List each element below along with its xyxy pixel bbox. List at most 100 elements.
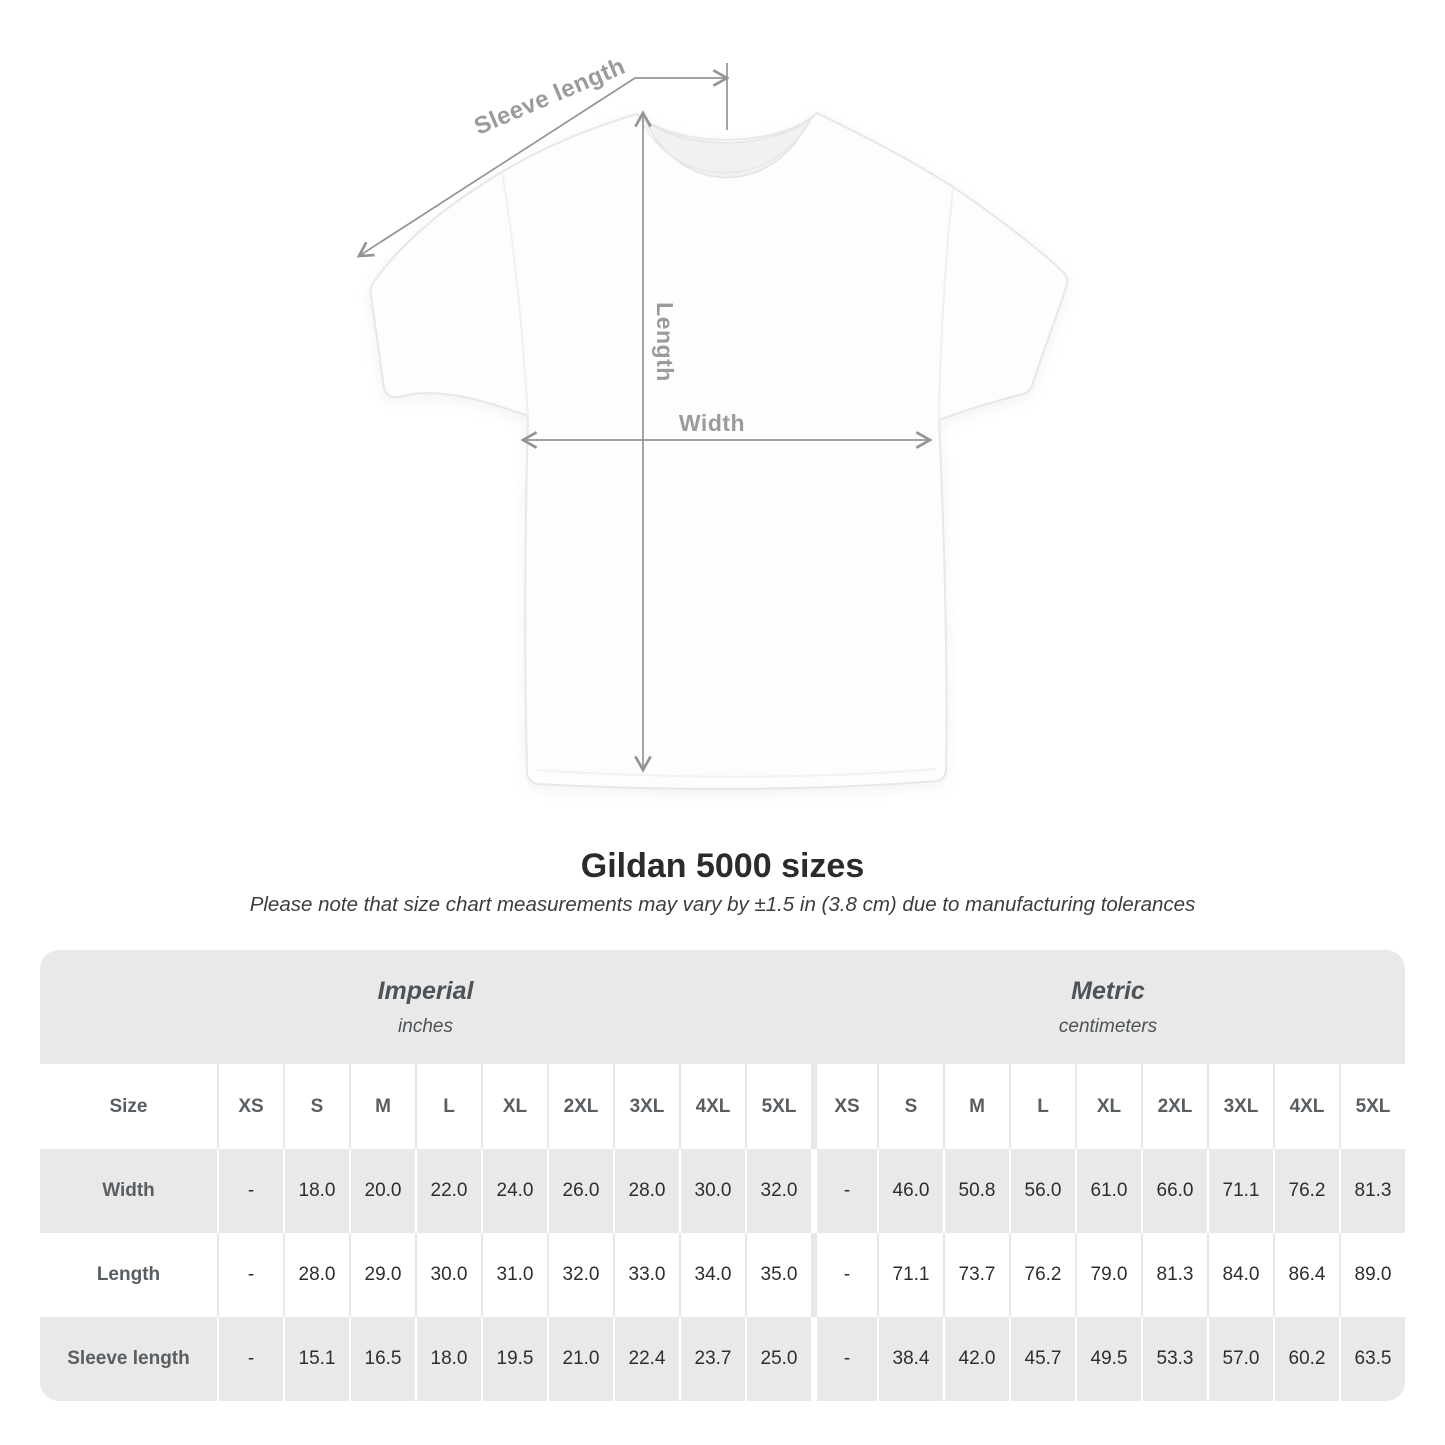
- unit-group-sublabel: centimeters: [1058, 1015, 1158, 1037]
- table-cell: 60.2: [1273, 1317, 1339, 1401]
- column-header: 3XL: [1207, 1064, 1273, 1149]
- table-cell: 32.0: [547, 1233, 613, 1317]
- table-cell: -: [217, 1149, 283, 1233]
- table-cell: 26.0: [547, 1149, 613, 1233]
- table-cell: 81.3: [1339, 1149, 1405, 1233]
- table-cell: 46.0: [877, 1149, 943, 1233]
- table-cell: -: [811, 1317, 877, 1401]
- page-title: Gildan 5000 sizes: [580, 847, 865, 885]
- table-cell: 33.0: [613, 1233, 679, 1317]
- page-subtitle: Please note that size chart measurements…: [249, 893, 1196, 916]
- table-cell: 18.0: [283, 1149, 349, 1233]
- tshirt-body: [369, 112, 1069, 790]
- table-cell: 81.3: [1141, 1233, 1207, 1317]
- unit-group-label: Metric: [1071, 976, 1145, 1005]
- row-label: Sleeve length: [67, 1348, 190, 1369]
- table-cell: 76.2: [1009, 1233, 1075, 1317]
- column-header: XS: [217, 1064, 283, 1149]
- table-cell: 45.7: [1009, 1317, 1075, 1401]
- table-cell: 57.0: [1207, 1317, 1273, 1401]
- column-header: S: [283, 1064, 349, 1149]
- table-cell: 29.0: [349, 1233, 415, 1317]
- column-header: 2XL: [547, 1064, 613, 1149]
- column-header: M: [349, 1064, 415, 1149]
- table-cell: 23.7: [679, 1317, 745, 1401]
- table-cell: 25.0: [745, 1317, 811, 1401]
- row-label: Width: [102, 1180, 155, 1201]
- table-header-row: Size XS S M L XL 2XL 3XL 4XL 5XL XS S M …: [40, 1064, 1405, 1149]
- row-label: Length: [96, 1264, 161, 1285]
- column-header: 2XL: [1141, 1064, 1207, 1149]
- table-cell: 20.0: [349, 1149, 415, 1233]
- column-header: XL: [1075, 1064, 1141, 1149]
- table-cell: 71.1: [1207, 1149, 1273, 1233]
- table-cell: 61.0: [1075, 1149, 1141, 1233]
- table-cell: 34.0: [679, 1233, 745, 1317]
- table-cell: 38.4: [877, 1317, 943, 1401]
- table-cell: 32.0: [745, 1149, 811, 1233]
- column-header: S: [877, 1064, 943, 1149]
- table-cell: -: [217, 1317, 283, 1401]
- length-label: Length: [652, 302, 678, 382]
- column-header: 4XL: [679, 1064, 745, 1149]
- table-cell: 53.3: [1141, 1317, 1207, 1401]
- table-cell: 24.0: [481, 1149, 547, 1233]
- table-cell: 86.4: [1273, 1233, 1339, 1317]
- column-header: 5XL: [1339, 1064, 1405, 1149]
- table-cell: 42.0: [943, 1317, 1009, 1401]
- table-cell: 19.5: [481, 1317, 547, 1401]
- unit-group-band: Imperial inches Metric centimeters: [40, 950, 1405, 1064]
- table-cell: 50.8: [943, 1149, 1009, 1233]
- measurement-annotations: [356, 63, 933, 773]
- table-cell: 22.4: [613, 1317, 679, 1401]
- unit-group-imperial: Imperial inches: [40, 950, 811, 1064]
- table-cell: 56.0: [1009, 1149, 1075, 1233]
- table-cell: 31.0: [481, 1233, 547, 1317]
- table-cell: 18.0: [415, 1317, 481, 1401]
- column-header: 5XL: [745, 1064, 811, 1149]
- hem-seam: [536, 768, 937, 778]
- column-header: L: [1009, 1064, 1075, 1149]
- table-cell: 35.0: [745, 1233, 811, 1317]
- unit-group-metric: Metric centimeters: [811, 950, 1405, 1064]
- table-cell: -: [217, 1233, 283, 1317]
- width-label: Width: [679, 410, 745, 436]
- table-cell: 30.0: [415, 1233, 481, 1317]
- column-header: M: [943, 1064, 1009, 1149]
- column-header: L: [415, 1064, 481, 1149]
- column-header: XL: [481, 1064, 547, 1149]
- table-cell: 84.0: [1207, 1233, 1273, 1317]
- table-row-width: Width - 18.0 20.0 22.0 24.0 26.0 28.0 30…: [40, 1149, 1405, 1233]
- table-cell: 89.0: [1339, 1233, 1405, 1317]
- column-header: 3XL: [613, 1064, 679, 1149]
- table-cell: 28.0: [613, 1149, 679, 1233]
- unit-group-label: Imperial: [377, 976, 474, 1005]
- table-cell: 15.1: [283, 1317, 349, 1401]
- table-cell: -: [811, 1233, 877, 1317]
- table-cell: 66.0: [1141, 1149, 1207, 1233]
- table-cell: 16.5: [349, 1317, 415, 1401]
- right-armhole-seam: [938, 186, 954, 421]
- table-row-sleeve-length: Sleeve length - 15.1 16.5 18.0 19.5 21.0…: [40, 1317, 1405, 1401]
- table-cell: 73.7: [943, 1233, 1009, 1317]
- sleeve-length-arrow-line: [356, 69, 730, 258]
- size-table: Imperial inches Metric centimeters Size …: [40, 950, 1405, 1401]
- table-cell: -: [811, 1149, 877, 1233]
- table-cell: 22.0: [415, 1149, 481, 1233]
- column-header: XS: [811, 1064, 877, 1149]
- table-cell: 30.0: [679, 1149, 745, 1233]
- unit-group-sublabel: inches: [398, 1015, 453, 1037]
- table-cell: 79.0: [1075, 1233, 1141, 1317]
- table-cell: 21.0: [547, 1317, 613, 1401]
- table-row-length: Length - 28.0 29.0 30.0 31.0 32.0 33.0 3…: [40, 1233, 1405, 1317]
- size-column-header: Size: [109, 1095, 148, 1117]
- table-cell: 63.5: [1339, 1317, 1405, 1401]
- table-cell: 49.5: [1075, 1317, 1141, 1401]
- column-header: 4XL: [1273, 1064, 1339, 1149]
- table-cell: 76.2: [1273, 1149, 1339, 1233]
- tshirt-graphic: [369, 112, 1069, 790]
- table-cell: 71.1: [877, 1233, 943, 1317]
- tshirt-diagram: Sleeve length Length Width: [356, 53, 1069, 790]
- table-cell: 28.0: [283, 1233, 349, 1317]
